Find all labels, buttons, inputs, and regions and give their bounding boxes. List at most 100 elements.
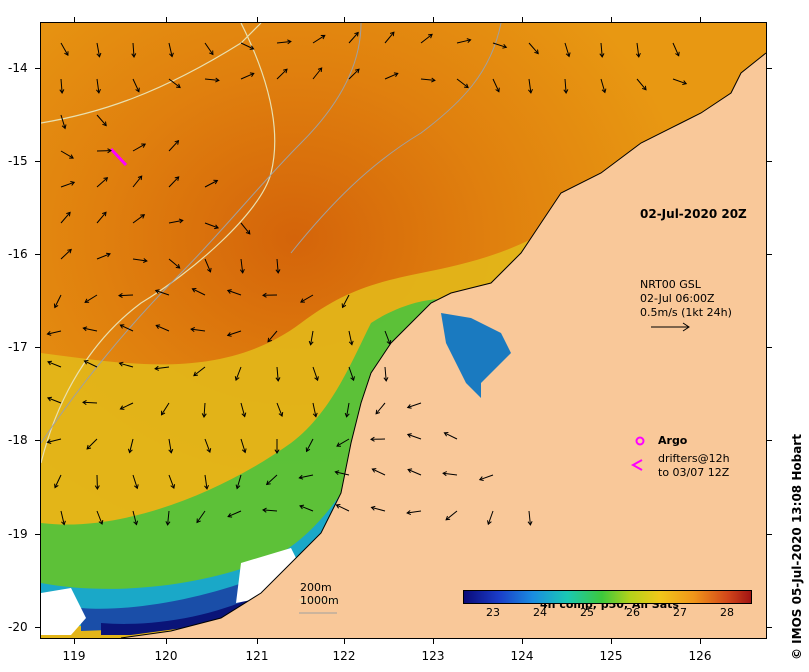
current-arrow <box>636 42 640 57</box>
current-arrow-head <box>207 267 212 273</box>
current-arrow-head <box>66 211 71 217</box>
current-arrow-head <box>320 34 326 40</box>
y-tick-label: -17 <box>8 340 28 354</box>
current-arrow <box>384 366 387 381</box>
colorbar-tick: 23 <box>486 606 500 619</box>
current-arrow-head <box>83 360 89 365</box>
current-arrow-head <box>168 448 174 454</box>
y-tick-mark <box>35 627 41 628</box>
current-arrow <box>167 510 170 525</box>
current-arrow <box>276 402 283 417</box>
current-arrow <box>132 214 145 224</box>
current-arrow <box>240 42 254 50</box>
isobath-200m-b <box>41 23 276 464</box>
colorbar <box>463 590 752 604</box>
current-scale: 0.5m/s (1kt 24h) <box>640 306 732 319</box>
current-arrow-head <box>565 52 571 58</box>
current-arrow <box>235 366 242 381</box>
x-tick-mark <box>611 638 612 644</box>
current-product: NRT00 GSL <box>640 278 701 291</box>
current-arrow <box>336 438 350 447</box>
current-arrow-head <box>601 88 607 94</box>
colorbar-tick: 24 <box>533 606 547 619</box>
sst-map[interactable] <box>40 22 767 639</box>
current-arrow <box>299 474 314 479</box>
current-arrow <box>168 78 181 88</box>
current-arrow <box>96 510 103 525</box>
current-arrow <box>407 469 422 476</box>
current-arrow <box>384 330 391 345</box>
current-arrow-head <box>46 439 52 444</box>
isobath-1000m <box>41 23 362 444</box>
current-arrow <box>47 361 62 368</box>
current-arrow <box>528 42 539 54</box>
current-arrow-head <box>370 505 376 511</box>
colorbar-tick: 26 <box>626 606 640 619</box>
current-info: NRT00 GSL 02-Jul 06:00Z 0.5m/s (1kt 24h) <box>640 278 732 320</box>
drifter-symbol <box>630 459 643 471</box>
current-arrow-head <box>214 224 220 230</box>
current-arrow-head <box>487 520 492 526</box>
current-arrow <box>168 219 183 224</box>
current-arrow-head <box>599 53 605 58</box>
current-arrow-head <box>308 340 314 346</box>
current-arrow-head <box>54 483 59 489</box>
current-arrow <box>47 330 62 335</box>
current-arrow-head <box>445 515 451 521</box>
current-arrow-head <box>334 470 340 476</box>
current-arrow <box>240 222 251 235</box>
drifter-track <box>109 147 128 167</box>
current-arrow-head <box>137 175 143 181</box>
current-arrow-head <box>46 331 52 336</box>
current-arrow <box>227 510 242 518</box>
current-arrow <box>82 401 98 404</box>
current-arrow-head <box>370 436 375 442</box>
current-arrow <box>227 289 242 296</box>
current-arrow <box>96 253 111 260</box>
drifters-legend-line1: drifters@12h <box>658 452 730 465</box>
current-arrow <box>443 472 458 476</box>
current-arrow-head <box>234 376 240 382</box>
current-arrow-head <box>305 447 311 453</box>
current-arrow-head <box>336 442 342 447</box>
current-arrow-head <box>191 288 197 293</box>
isobath-label-200m: 200m <box>300 581 332 594</box>
current-arrow-head <box>406 510 411 516</box>
current-arrow-head <box>160 410 166 416</box>
current-arrow <box>384 72 399 80</box>
current-arrow-head <box>69 154 74 159</box>
current-arrow-head <box>46 396 52 402</box>
current-arrow <box>444 432 458 440</box>
current-arrow <box>54 474 62 488</box>
current-arrow-head <box>348 340 354 346</box>
current-arrow <box>132 258 147 262</box>
current-arrow-head <box>406 433 412 438</box>
x-tick-mark <box>611 17 612 23</box>
current-arrow <box>310 330 314 345</box>
y-tick-label: -19 <box>8 527 28 541</box>
current-arrow <box>119 362 134 368</box>
isobath-200m <box>41 23 262 124</box>
current-arrow <box>84 294 98 303</box>
current-arrow-head <box>466 38 472 43</box>
current-arrow-head <box>393 72 399 77</box>
x-tick-label: 123 <box>421 649 445 663</box>
current-arrow-head <box>174 176 180 181</box>
current-time: 02-Jul 06:00Z <box>640 292 715 305</box>
current-arrow-head <box>335 504 341 509</box>
land-mass <box>121 53 766 638</box>
x-tick-mark <box>74 17 75 23</box>
current-arrow-head <box>61 520 66 526</box>
current-arrow <box>528 78 532 93</box>
current-arrow <box>299 505 314 512</box>
cloud-patch <box>41 588 86 635</box>
current-arrow-head <box>169 52 174 58</box>
current-arrow-head <box>428 33 433 39</box>
current-arrow <box>312 34 326 44</box>
current-arrow-head <box>406 404 412 409</box>
current-arrow-head <box>59 89 65 94</box>
current-arrow-head <box>386 340 392 346</box>
current-arrow-head <box>262 507 267 513</box>
current-arrow-head <box>118 361 124 367</box>
current-arrow <box>492 78 500 92</box>
